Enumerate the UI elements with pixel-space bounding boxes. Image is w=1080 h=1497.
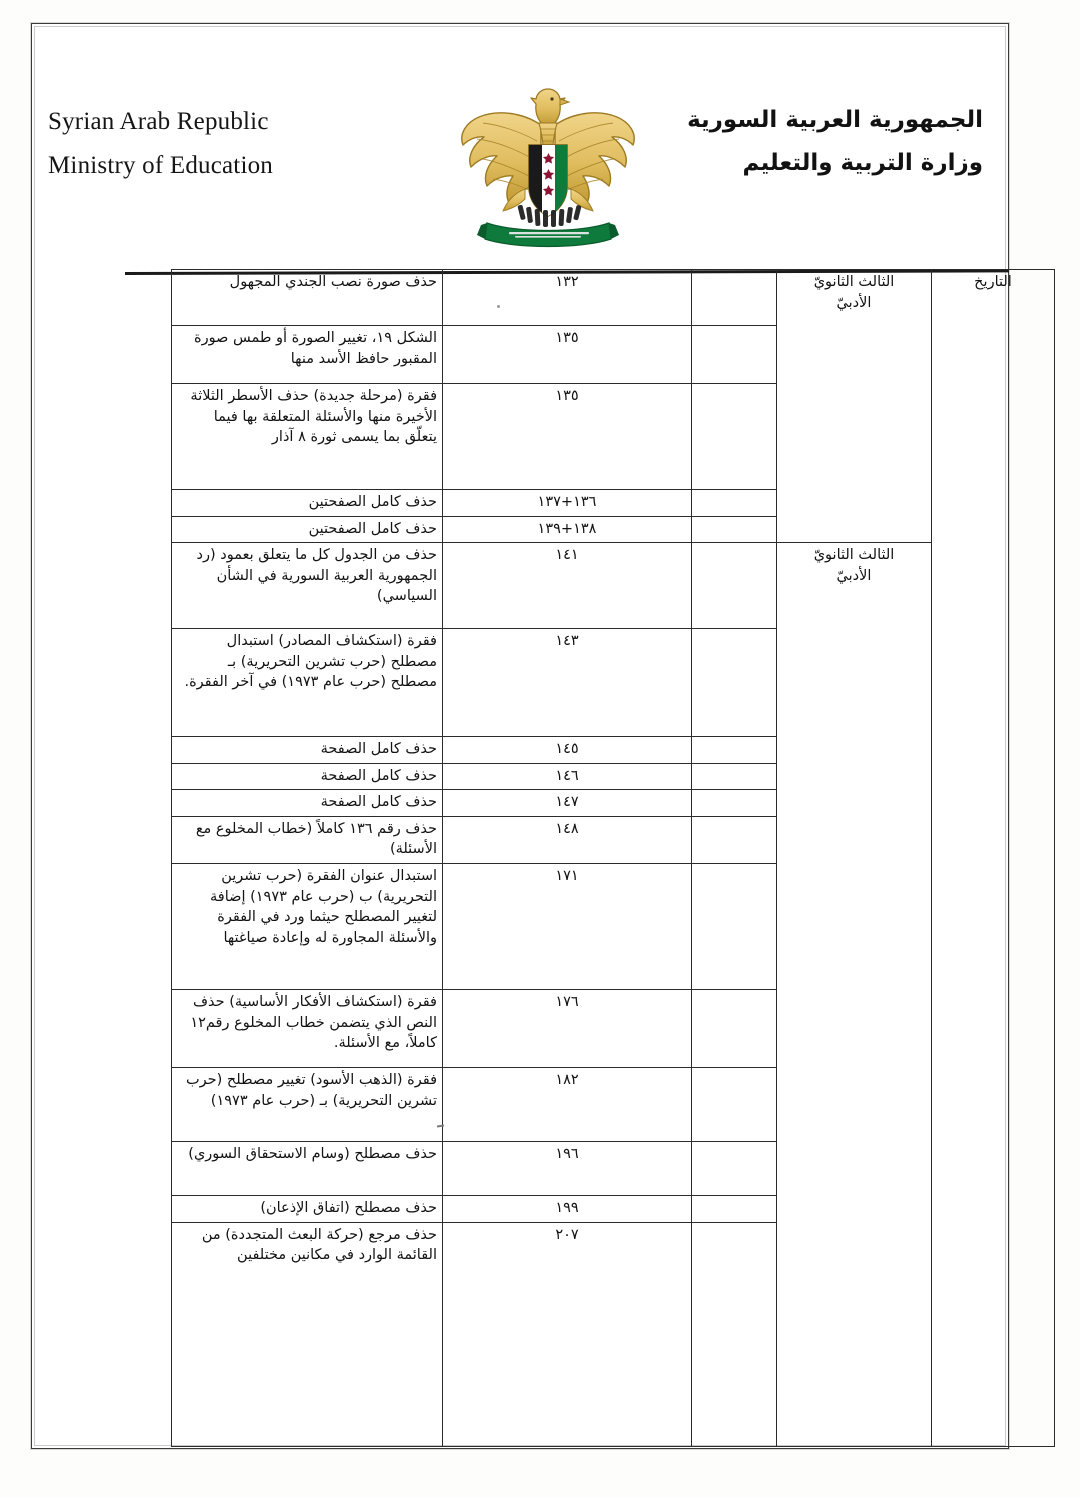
curriculum-amendments-table: التاريخ الثالث الثانويّ الأدبيّ ١٣٢ حذف ص… [171, 268, 1055, 1447]
table-row: ١٧٦ فقرة (استكشاف الأفكار الأساسية) حذف … [171, 989, 1055, 1069]
cell-page: ١٤٧ [442, 789, 692, 817]
table-row: ١٧١ استبدال عنوان الفقرة (حرب تشرين التح… [171, 863, 1055, 991]
cell-blank [691, 1067, 777, 1143]
table-row: ١٤٧ حذف كامل الصفحة [171, 789, 1055, 817]
grade-label-2: الثالث الثانويّ الأدبيّ [813, 547, 895, 584]
cell-description: حذف كامل الصفحة [171, 736, 443, 764]
cell-description: حذف كامل الصفحة [171, 762, 443, 791]
curriculum-amendments-table-wrapper: التاريخ الثالث الثانويّ الأدبيّ ١٣٢ حذف ص… [171, 268, 1055, 1447]
cell-blank [691, 736, 777, 764]
table-body: التاريخ الثالث الثانويّ الأدبيّ ١٣٢ حذف ص… [171, 268, 1055, 1447]
cell-blank [691, 383, 777, 490]
cell-description: فقرة (الذهب الأسود) تغيير مصطلح (حرب تشر… [171, 1067, 443, 1143]
header-arabic-line-2: وزارة التربية والتعليم [742, 149, 983, 176]
cell-blank [691, 762, 777, 791]
cell-blank [691, 989, 777, 1069]
table-row: ١٤٥ حذف كامل الصفحة [171, 736, 1055, 764]
cell-description: حذف كامل الصفحتين [171, 489, 443, 517]
table-row: ١٣٥ فقرة (مرحلة جديدة) حذف الأسطر الثلاث… [171, 383, 1055, 490]
header-english-line-1: Syrian Arab Republic [48, 108, 269, 135]
cell-page: ١٤٦ [442, 762, 692, 791]
cell-blank [691, 489, 777, 517]
cell-description: فقرة (استكشاف المصادر) استبدال مصطلح (حر… [171, 628, 443, 738]
cell-page: ١٩٦ [442, 1141, 692, 1197]
cell-page: ١٤٥ [442, 736, 692, 764]
table-row: ١٣٦+١٣٧ حذف كامل الصفحتين [171, 489, 1055, 517]
cell-blank [691, 628, 777, 738]
cell-blank [691, 789, 777, 817]
cell-description: حذف صورة نصب الجندي المجهول [171, 269, 443, 326]
cell-description: حذف من الجدول كل ما يتعلق بعمود (رد الجم… [171, 542, 443, 630]
cell-blank [691, 269, 777, 326]
cell-page: ١٣٨+١٣٩ [442, 515, 692, 544]
cell-page: ١٤٣ [442, 628, 692, 738]
table-row: ١٤٨ حذف رقم ١٣٦ كاملاً (خطاب المخلوع مع … [171, 815, 1055, 865]
header-english-block: Syrian Arab Republic Ministry of Educati… [48, 100, 428, 188]
cell-grade-group-2: الثالث الثانويّ الأدبيّ [776, 542, 932, 1447]
cell-blank [691, 542, 777, 630]
table-row: ١٣٥ الشكل ١٩، تغيير الصورة أو طمس صورة ا… [171, 325, 1055, 384]
cell-description: حذف كامل الصفحة [171, 789, 443, 817]
cell-page: ١٧١ [442, 863, 692, 991]
cell-page: ٢٠٧ [442, 1221, 692, 1447]
cell-description: الشكل ١٩، تغيير الصورة أو طمس صورة المقب… [171, 325, 443, 384]
cell-page: ١٧٦ [442, 989, 692, 1069]
cell-description: حذف مصطلح (وسام الاستحقاق السوري) [171, 1141, 443, 1197]
cell-blank [691, 1195, 777, 1223]
cell-description: حذف كامل الصفحتين [171, 515, 443, 544]
scan-artifact-speck [497, 305, 500, 308]
document-header: Syrian Arab Republic Ministry of Educati… [33, 25, 1010, 275]
header-arabic-line-1: الجمهورية العربية السورية [687, 107, 983, 133]
table-row: ٢٠٧ حذف مرجع (حركة البعث المتجددة) من ال… [171, 1221, 1055, 1447]
cell-blank [691, 863, 777, 991]
table-row: الثالث الثانويّ الأدبيّ ١٤١ حذف من الجدول… [171, 542, 1055, 1447]
cell-page: ١٨٢ [442, 1067, 692, 1143]
cell-blank [691, 815, 777, 865]
cell-description: فقرة (استكشاف الأفكار الأساسية) حذف النص… [171, 989, 443, 1069]
cell-description: حذف مرجع (حركة البعث المتجددة) من القائم… [171, 1221, 443, 1447]
cell-description: فقرة (مرحلة جديدة) حذف الأسطر الثلاثة ال… [171, 383, 443, 490]
cell-page: ١٣٥ [442, 325, 692, 384]
table-row: ١٩٩ حذف مصطلح (اتفاق الإذعان) [171, 1195, 1055, 1223]
cell-page: ١٣٥ [442, 383, 692, 490]
cell-description: استبدال عنوان الفقرة (حرب تشرين التحريري… [171, 863, 443, 991]
table-row: ١٤٣ فقرة (استكشاف المصادر) استبدال مصطلح… [171, 628, 1055, 738]
cell-blank [691, 325, 777, 384]
cell-description: حذف مصطلح (اتفاق الإذعان) [171, 1195, 443, 1223]
cell-subject: التاريخ [931, 269, 1055, 1447]
header-english-line-2: Ministry of Education [48, 151, 274, 179]
cell-description: حذف رقم ١٣٦ كاملاً (خطاب المخلوع مع الأس… [171, 815, 443, 865]
cell-page: ١٤٨ [442, 815, 692, 865]
cell-grade-group-1: الثالث الثانويّ الأدبيّ [776, 268, 932, 544]
cell-blank [691, 515, 777, 544]
table-row: ١٤٦ حذف كامل الصفحة [171, 762, 1055, 791]
cell-page: ١٣٢ [442, 269, 692, 326]
cell-page: ١٩٩ [442, 1195, 692, 1223]
cell-blank [691, 1141, 777, 1197]
table-row: ١٨٢ فقرة (الذهب الأسود) تغيير مصطلح (حرب… [171, 1067, 1055, 1143]
grade-label-1: الثالث الثانويّ الأدبيّ [813, 274, 895, 311]
table-row: التاريخ الثالث الثانويّ الأدبيّ ١٣٢ حذف ص… [171, 268, 1055, 1447]
header-arabic-block: الجمهورية العربية السورية وزارة التربية … [583, 99, 983, 184]
syrian-eagle-emblem-icon [453, 83, 643, 248]
cell-blank [691, 1221, 777, 1447]
cell-page: ١٣٦+١٣٧ [442, 489, 692, 517]
table-row: ١٩٦ حذف مصطلح (وسام الاستحقاق السوري) [171, 1141, 1055, 1197]
cell-page: ١٤١ [442, 542, 692, 630]
